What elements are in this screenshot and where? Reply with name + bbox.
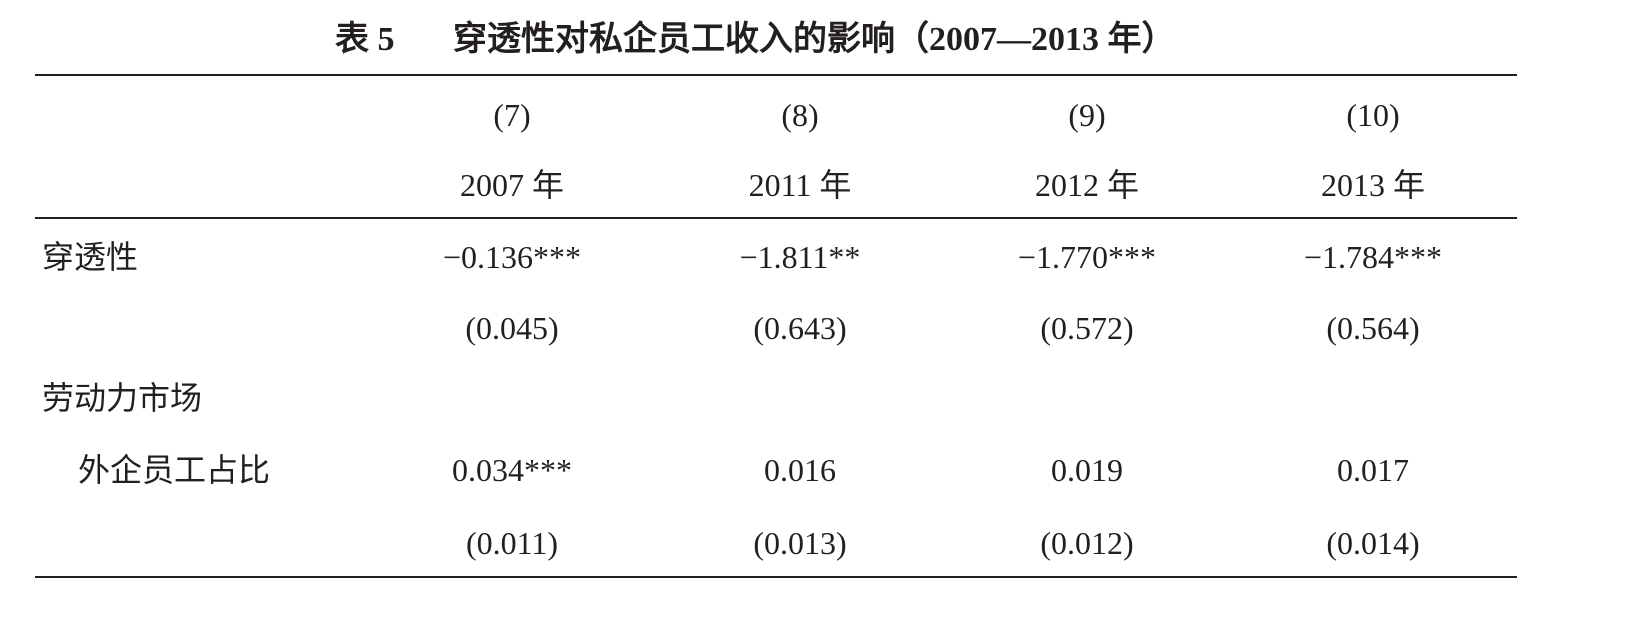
cell: 0.016	[764, 452, 836, 488]
cell: 0.034***	[452, 452, 572, 488]
cell: (0.014)	[1326, 525, 1420, 561]
cell: (0.012)	[1040, 525, 1134, 561]
table-caption: 穿透性对私企员工收入的影响（2007—2013 年）	[453, 21, 1176, 58]
cell: (0.643)	[753, 310, 847, 346]
row-label: 外企员工占比	[78, 452, 271, 488]
column-year: 2007 年	[459, 167, 565, 203]
cell: 0.017	[1337, 452, 1409, 488]
column-number: (7)	[493, 97, 531, 133]
cell: −0.136***	[442, 239, 582, 275]
cell: (0.564)	[1326, 310, 1420, 346]
cell: −1.811**	[739, 239, 861, 275]
cell: (0.011)	[465, 525, 559, 561]
cell: −1.770***	[1017, 239, 1157, 275]
cell: 0.019	[1051, 452, 1123, 488]
table-label: 表 5	[335, 21, 395, 58]
cell: −1.784***	[1303, 239, 1443, 275]
column-number: (9)	[1068, 97, 1106, 133]
header-rule	[35, 217, 1517, 219]
column-number: (10)	[1346, 97, 1400, 133]
bottom-rule	[35, 576, 1517, 578]
row-label: 穿透性	[42, 239, 139, 275]
row-label: 劳动力市场	[42, 380, 203, 416]
cell: (0.013)	[753, 525, 847, 561]
column-year: 2011 年	[748, 167, 852, 203]
column-year: 2012 年	[1034, 167, 1140, 203]
cell: (0.572)	[1040, 310, 1134, 346]
cell: (0.045)	[465, 310, 559, 346]
top-rule	[35, 74, 1517, 76]
column-year: 2013 年	[1320, 167, 1426, 203]
column-number: (8)	[781, 97, 819, 133]
